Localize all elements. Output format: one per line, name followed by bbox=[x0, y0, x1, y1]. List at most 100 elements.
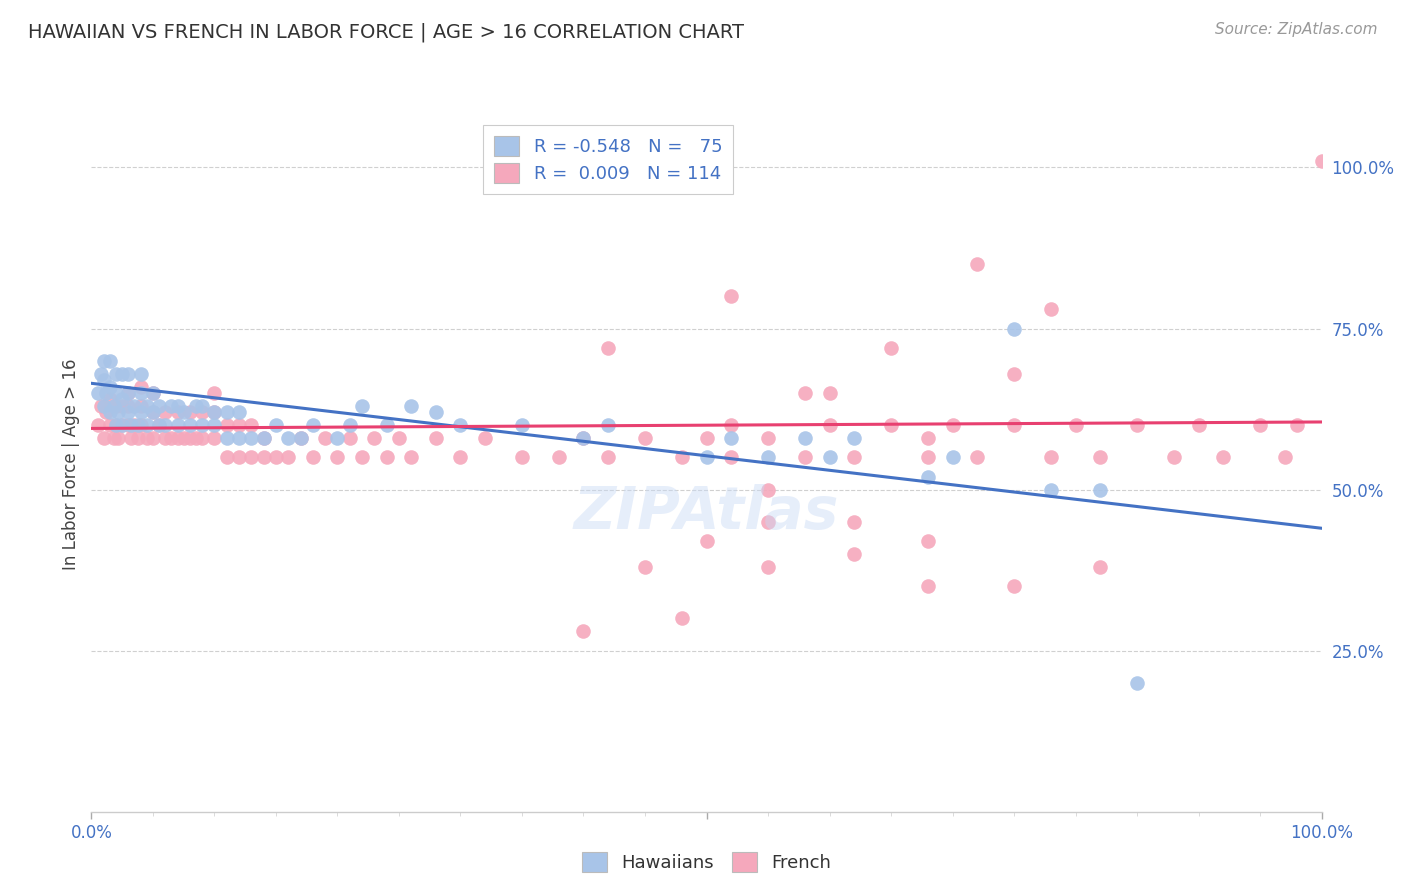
Point bbox=[880, 341, 903, 355]
Point bbox=[117, 386, 139, 401]
Point bbox=[120, 431, 142, 445]
Point bbox=[425, 405, 447, 419]
Point bbox=[339, 418, 361, 433]
Legend: Hawaiians, French: Hawaiians, French bbox=[574, 845, 839, 880]
Point bbox=[634, 560, 657, 574]
Point bbox=[1064, 418, 1087, 433]
Point bbox=[290, 431, 312, 445]
Point bbox=[1039, 302, 1063, 317]
Point bbox=[103, 431, 125, 445]
Point bbox=[326, 450, 349, 465]
Point bbox=[117, 399, 139, 413]
Point bbox=[98, 392, 121, 407]
Point bbox=[1187, 418, 1209, 433]
Point bbox=[111, 399, 134, 413]
Point bbox=[120, 418, 142, 433]
Point bbox=[107, 405, 129, 419]
Point bbox=[202, 386, 225, 401]
Point bbox=[153, 431, 177, 445]
Point bbox=[375, 450, 398, 465]
Point bbox=[142, 386, 165, 401]
Point bbox=[1126, 418, 1149, 433]
Point bbox=[474, 431, 496, 445]
Point bbox=[941, 418, 963, 433]
Point bbox=[166, 405, 188, 419]
Point bbox=[202, 431, 225, 445]
Point bbox=[228, 405, 250, 419]
Point bbox=[572, 624, 595, 639]
Point bbox=[160, 431, 183, 445]
Point bbox=[756, 431, 779, 445]
Point bbox=[127, 418, 149, 433]
Point bbox=[96, 386, 117, 401]
Point bbox=[117, 418, 139, 433]
Point bbox=[449, 418, 471, 433]
Point bbox=[1088, 483, 1111, 497]
Point bbox=[756, 515, 779, 529]
Point bbox=[1274, 450, 1296, 465]
Point bbox=[966, 450, 988, 465]
Point bbox=[1002, 367, 1025, 381]
Point bbox=[191, 399, 214, 413]
Point bbox=[253, 450, 276, 465]
Point bbox=[596, 341, 619, 355]
Point bbox=[671, 611, 693, 625]
Point bbox=[105, 367, 127, 381]
Point bbox=[135, 399, 157, 413]
Point bbox=[111, 367, 134, 381]
Point bbox=[277, 450, 299, 465]
Point bbox=[671, 450, 693, 465]
Point bbox=[173, 431, 195, 445]
Point bbox=[142, 405, 165, 419]
Point bbox=[90, 367, 112, 381]
Point bbox=[1002, 321, 1025, 335]
Point bbox=[756, 483, 779, 497]
Y-axis label: In Labor Force | Age > 16: In Labor Force | Age > 16 bbox=[62, 358, 80, 570]
Point bbox=[86, 386, 108, 401]
Point bbox=[695, 431, 717, 445]
Point bbox=[917, 431, 939, 445]
Point bbox=[228, 450, 250, 465]
Text: Source: ZipAtlas.com: Source: ZipAtlas.com bbox=[1215, 22, 1378, 37]
Point bbox=[1039, 450, 1063, 465]
Point bbox=[842, 450, 865, 465]
Point bbox=[1163, 450, 1185, 465]
Point bbox=[135, 431, 157, 445]
Point bbox=[98, 353, 121, 368]
Point bbox=[277, 431, 299, 445]
Point bbox=[111, 418, 134, 433]
Point bbox=[103, 399, 125, 413]
Point bbox=[98, 405, 121, 419]
Point bbox=[148, 418, 170, 433]
Point bbox=[215, 450, 238, 465]
Point bbox=[1088, 450, 1111, 465]
Point bbox=[1002, 579, 1025, 593]
Point bbox=[756, 450, 779, 465]
Point bbox=[117, 367, 139, 381]
Point bbox=[202, 418, 225, 433]
Point bbox=[142, 431, 165, 445]
Point bbox=[179, 431, 201, 445]
Point bbox=[264, 450, 287, 465]
Point bbox=[1285, 418, 1308, 433]
Point bbox=[93, 353, 115, 368]
Point bbox=[941, 450, 963, 465]
Point bbox=[86, 418, 108, 433]
Point bbox=[191, 418, 214, 433]
Point bbox=[105, 399, 127, 413]
Point bbox=[917, 469, 939, 483]
Point bbox=[510, 450, 533, 465]
Point bbox=[127, 431, 149, 445]
Point bbox=[179, 405, 201, 419]
Point bbox=[720, 450, 742, 465]
Point bbox=[917, 534, 939, 549]
Point bbox=[695, 450, 717, 465]
Point bbox=[107, 431, 129, 445]
Point bbox=[326, 431, 349, 445]
Point bbox=[842, 431, 865, 445]
Point bbox=[793, 450, 815, 465]
Point bbox=[240, 450, 263, 465]
Point bbox=[818, 418, 841, 433]
Point bbox=[314, 431, 336, 445]
Point bbox=[215, 405, 238, 419]
